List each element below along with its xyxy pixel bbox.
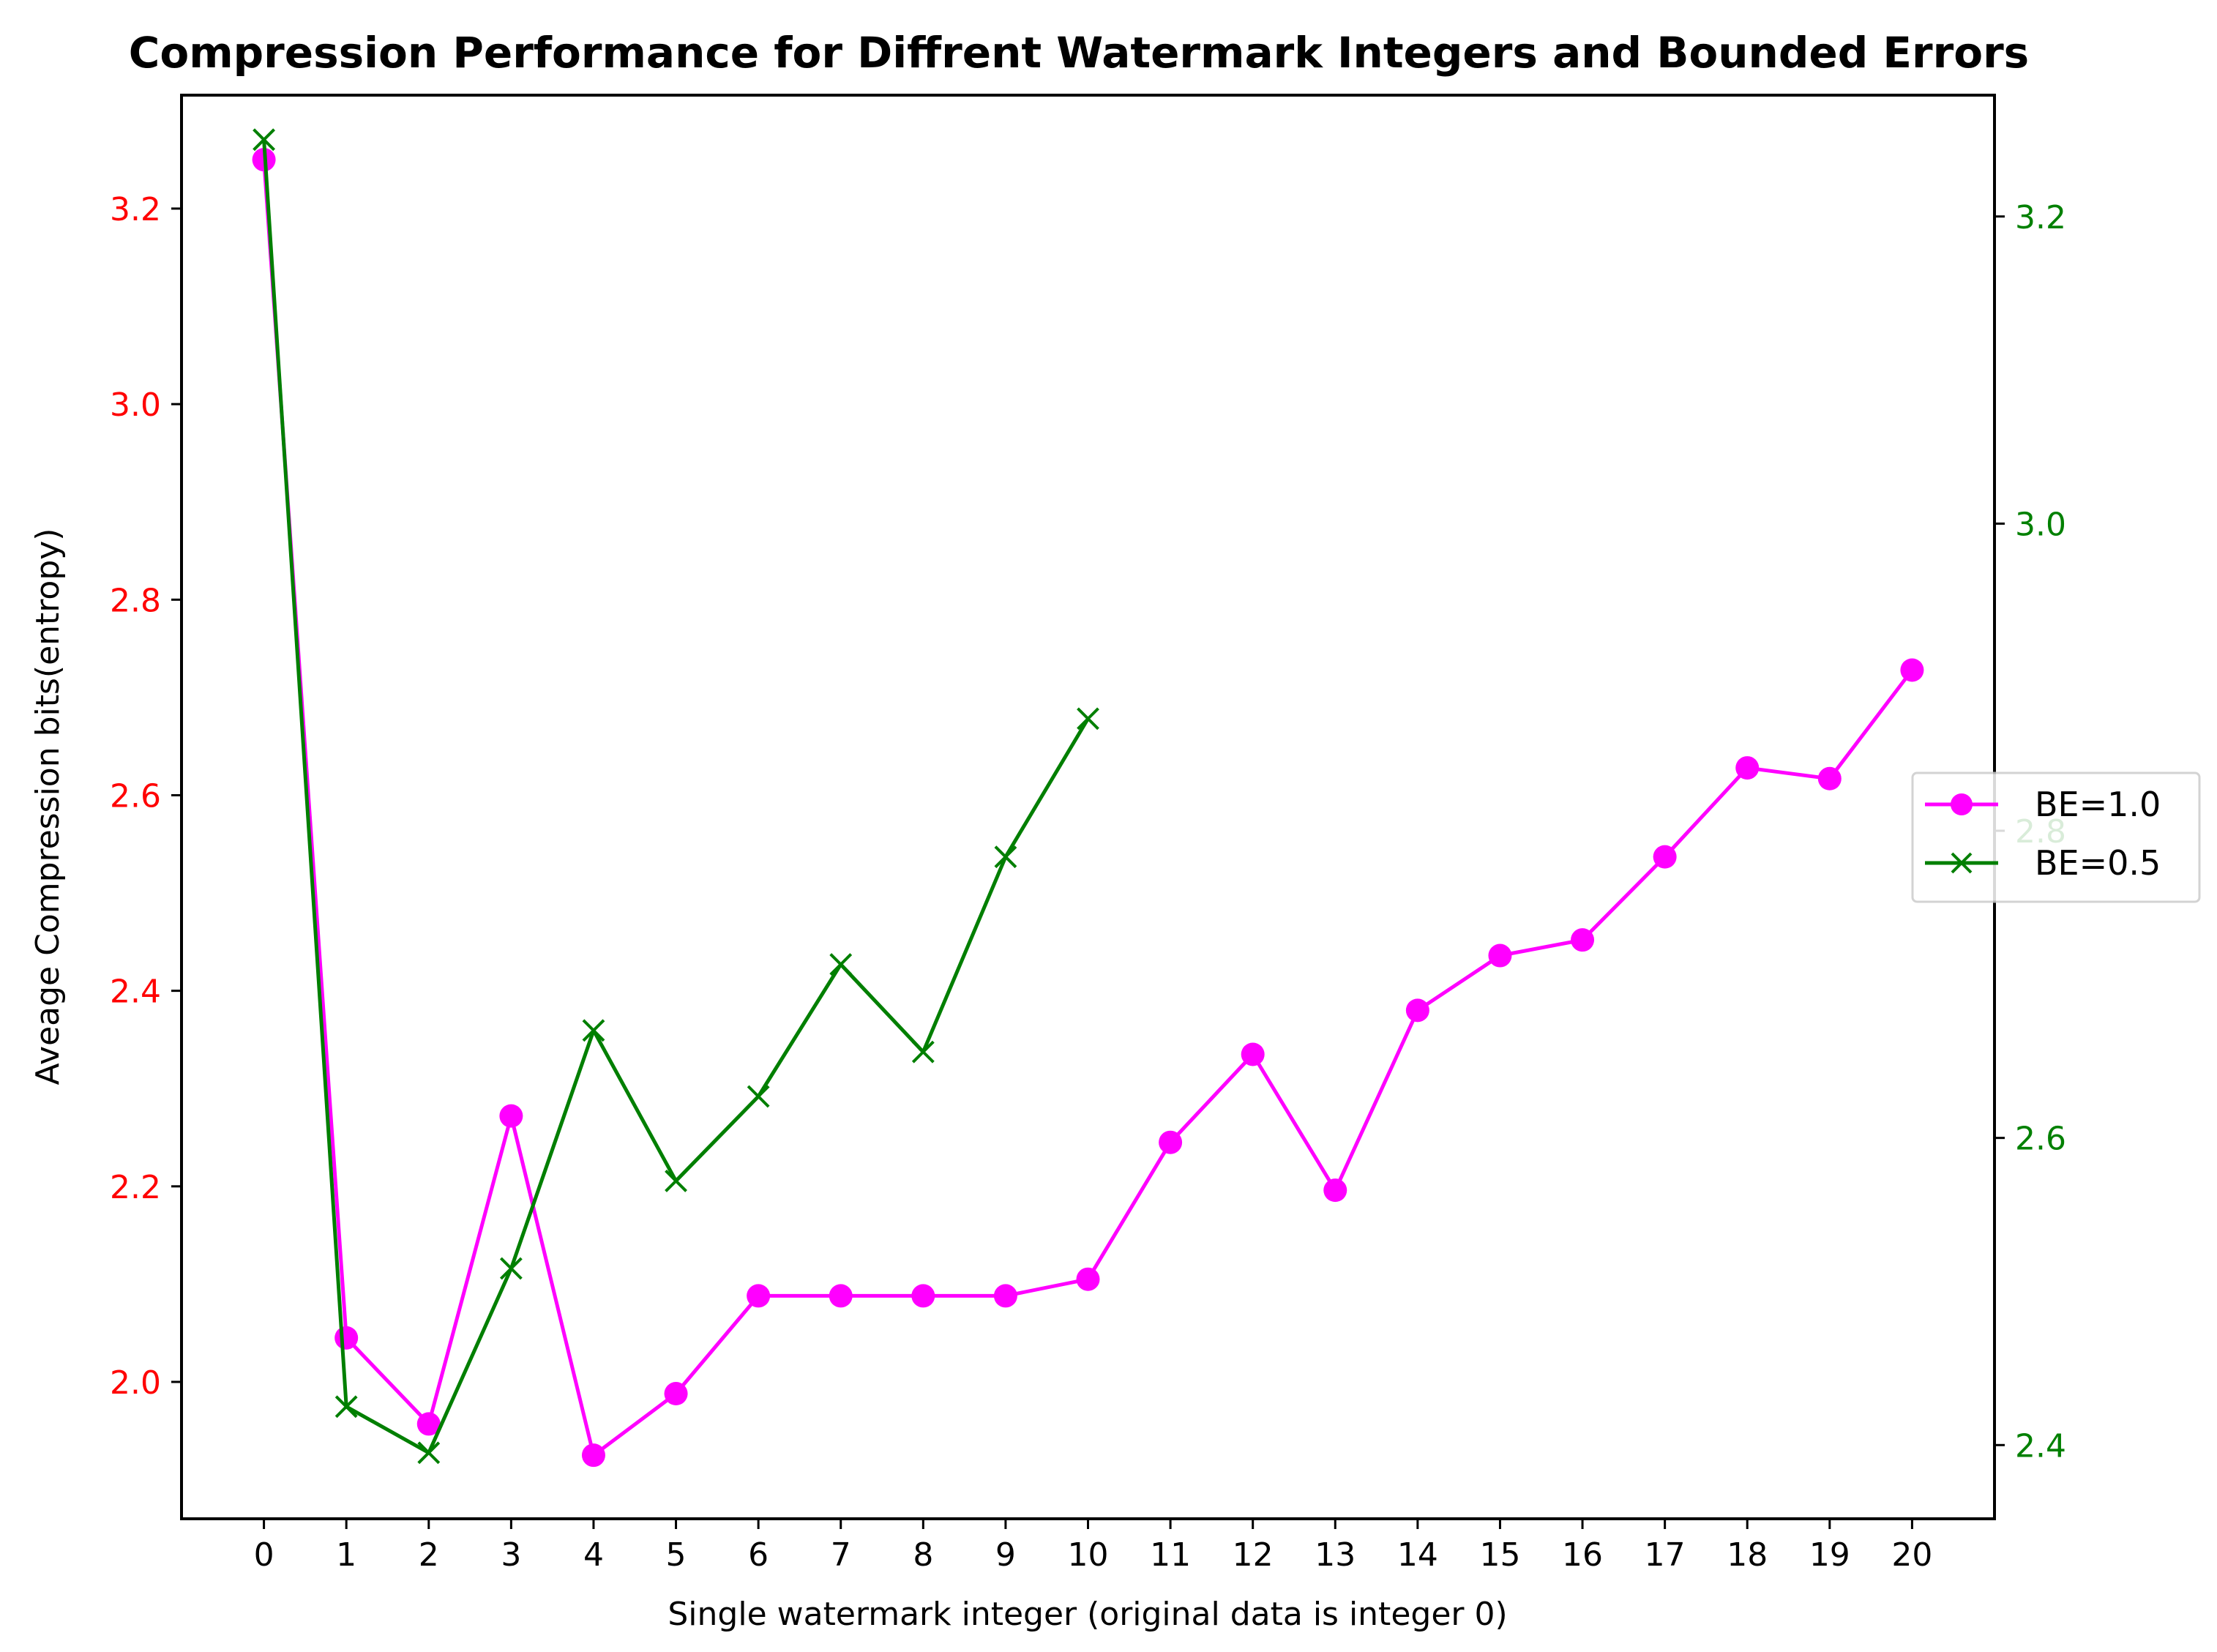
data-point-be-1-0 <box>664 1382 688 1406</box>
data-point-be-1-0 <box>1817 766 1842 791</box>
series-layer <box>252 128 1924 1468</box>
data-point-be-1-0 <box>1241 1042 1265 1066</box>
data-point-be-0-5 <box>829 953 853 976</box>
legend-item-be-1-0: BE=1.0 <box>1925 785 2161 824</box>
x-tick-label: 19 <box>1809 1536 1850 1574</box>
x-tick-label: 11 <box>1150 1536 1191 1574</box>
chart-title: Compression Performance for Diffrent Wat… <box>129 28 2029 78</box>
data-point-be-1-0 <box>416 1412 441 1436</box>
data-point-be-0-5 <box>665 1169 687 1192</box>
x-tick-label: 5 <box>666 1536 687 1574</box>
right-y-tick-label: 3.2 <box>2015 199 2066 236</box>
data-point-be-1-0 <box>1571 928 1595 952</box>
x-axis-label: Single watermark integer (original data … <box>668 1596 1507 1633</box>
x-tick-label: 13 <box>1315 1536 1356 1574</box>
right-y-tick-label: 2.6 <box>2015 1121 2066 1158</box>
legend-marker-x-icon <box>1951 852 1973 874</box>
left-y-tick-label: 2.2 <box>110 1169 161 1206</box>
right-y-tick-label: 3.0 <box>2015 506 2066 543</box>
x-tick-label: 20 <box>1891 1536 1932 1574</box>
series-be-0-5 <box>253 128 1099 1465</box>
data-point-be-0-5 <box>253 128 276 152</box>
x-tick-label: 17 <box>1645 1536 1686 1574</box>
left-y-tick-label: 3.0 <box>110 386 161 424</box>
left-y-axis: 2.0 2.2 2.4 2.6 2.8 3.0 3.2 <box>110 191 182 1402</box>
data-point-be-1-0 <box>1405 998 1429 1023</box>
legend-item-be-0-5: BE=0.5 <box>1925 843 2161 883</box>
data-point-be-1-0 <box>334 1326 359 1350</box>
x-tick-label: 14 <box>1397 1536 1438 1574</box>
x-axis: 0 1 2 3 4 5 6 7 8 9 10 11 12 13 14 15 16 17 18 19 20 <box>254 1519 1932 1574</box>
series-be-1-0 <box>252 148 1924 1468</box>
x-tick-label: 16 <box>1562 1536 1603 1574</box>
data-point-be-0-5 <box>911 1040 935 1064</box>
legend: BE=1.0 BE=0.5 <box>1911 771 2201 903</box>
data-point-be-1-0 <box>1900 658 1924 682</box>
plot-area: 2.0 2.2 2.4 2.6 2.8 3.0 3.2 2.4 2.6 2.8 3.0 3.2 0 1… <box>110 94 2066 1574</box>
data-point-be-1-0 <box>911 1284 935 1308</box>
data-point-be-1-0 <box>1488 943 1512 968</box>
x-tick-label: 10 <box>1068 1536 1109 1574</box>
data-point-be-0-5 <box>417 1441 441 1465</box>
legend-label-be-1-0: BE=1.0 <box>2035 785 2161 824</box>
data-point-be-1-0 <box>993 1284 1017 1308</box>
data-point-be-0-5 <box>994 845 1017 869</box>
data-point-be-0-5 <box>499 1257 523 1280</box>
right-y-tick-label: 2.4 <box>2015 1427 2066 1465</box>
data-point-be-1-0 <box>1735 756 1760 780</box>
x-tick-label: 18 <box>1727 1536 1768 1574</box>
x-tick-label: 8 <box>913 1536 933 1574</box>
x-tick-label: 9 <box>995 1536 1016 1574</box>
data-point-be-1-0 <box>1653 845 1677 869</box>
legend-marker-circle-icon <box>1951 793 1973 815</box>
data-point-be-1-0 <box>1076 1267 1100 1291</box>
data-point-be-1-0 <box>581 1443 605 1468</box>
x-tick-label: 12 <box>1233 1536 1274 1574</box>
x-tick-label: 4 <box>583 1536 604 1574</box>
data-point-be-0-5 <box>747 1085 770 1108</box>
data-point-be-1-0 <box>1159 1130 1183 1154</box>
x-tick-label: 15 <box>1479 1536 1520 1574</box>
left-y-tick-label: 2.6 <box>110 777 161 815</box>
left-y-tick-label: 2.8 <box>110 582 161 619</box>
x-tick-label: 1 <box>336 1536 356 1574</box>
data-point-be-0-5 <box>334 1395 358 1419</box>
x-tick-label: 7 <box>831 1536 851 1574</box>
data-point-be-1-0 <box>747 1284 771 1308</box>
data-point-be-1-0 <box>499 1104 523 1128</box>
data-point-be-0-5 <box>1077 707 1099 730</box>
left-y-tick-label: 2.4 <box>110 973 161 1011</box>
left-y-tick-label: 2.0 <box>110 1364 161 1402</box>
data-point-be-0-5 <box>582 1019 605 1042</box>
x-tick-label: 2 <box>419 1536 439 1574</box>
legend-label-be-0-5: BE=0.5 <box>2035 843 2161 883</box>
left-y-tick-label: 3.2 <box>110 191 161 228</box>
data-point-be-1-0 <box>829 1284 853 1308</box>
data-point-be-1-0 <box>1323 1178 1347 1203</box>
x-tick-label: 6 <box>748 1536 769 1574</box>
x-tick-label: 3 <box>501 1536 521 1574</box>
x-tick-label: 0 <box>254 1536 274 1574</box>
y-axis-label: Aveage Compression bits(entropy) <box>29 528 67 1085</box>
